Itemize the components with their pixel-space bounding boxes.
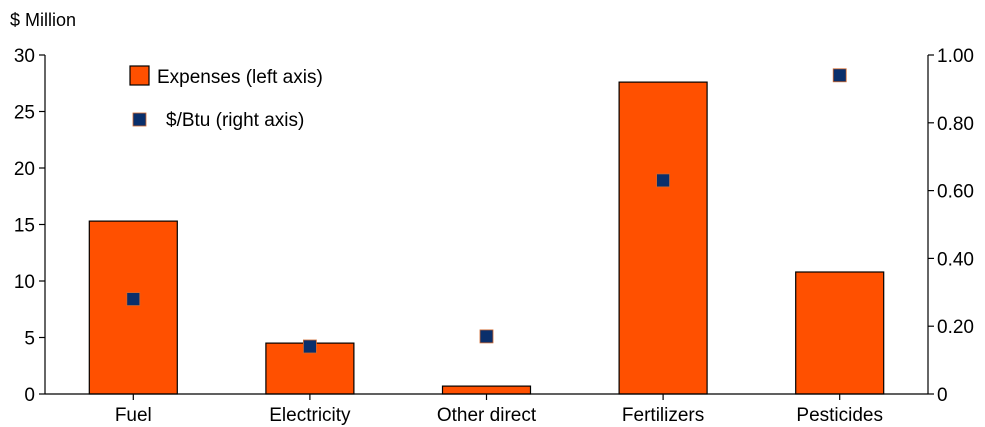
left-axis-tick-label: 30 [14, 46, 35, 67]
marker-electricity [302, 339, 317, 354]
left-axis-tick-label: 10 [14, 272, 35, 293]
right-axis-tick-label: 0.60 [937, 182, 974, 203]
right-axis-tick-label: 0 [937, 385, 948, 406]
marker-fertilizers [656, 173, 670, 188]
x-axis-category-label: Fuel [115, 405, 152, 426]
left-axis-tick-label: 25 [14, 103, 35, 124]
bar-other-direct [441, 385, 532, 395]
legend-bar-swatch [129, 65, 150, 86]
right-axis-tick-label: 0.20 [937, 317, 974, 338]
marker-pesticides [832, 68, 847, 83]
bar-fuel [88, 220, 178, 395]
x-axis-category-label: Fertilizers [622, 405, 704, 426]
bar-fertilizers [618, 81, 708, 395]
x-axis-category-label: Electricity [269, 405, 351, 426]
x-axis-category-label: Other direct [437, 405, 537, 426]
left-axis-tick-label: 20 [14, 159, 35, 180]
left-axis-tick-label: 0 [24, 385, 35, 406]
right-axis-tick-label: 1.00 [937, 46, 974, 67]
left-axis-unit-label: $ Million [10, 10, 76, 30]
left-axis-tick-label: 5 [24, 329, 35, 350]
right-axis-tick-label: 0.40 [937, 249, 974, 270]
legend-marker-swatch [132, 112, 147, 127]
x-axis-category-label: Pesticides [796, 405, 883, 426]
bar-pesticides [795, 271, 885, 395]
legend-bar-label: Expenses (left axis) [157, 67, 323, 88]
chart-marks: 0 5 10 15 20 25 30 0 0.20 0.40 0.60 0.80 1.00 Fuel Ele… [14, 46, 974, 426]
left-axis-tick-label: 15 [14, 216, 35, 237]
marker-other-direct [479, 329, 494, 344]
legend: Expenses (left axis) $/Btu (right axis) [129, 65, 323, 131]
right-axis-tick-label: 0.80 [937, 114, 974, 135]
legend-marker-label: $/Btu (right axis) [166, 110, 304, 131]
marker-fuel [126, 292, 141, 307]
